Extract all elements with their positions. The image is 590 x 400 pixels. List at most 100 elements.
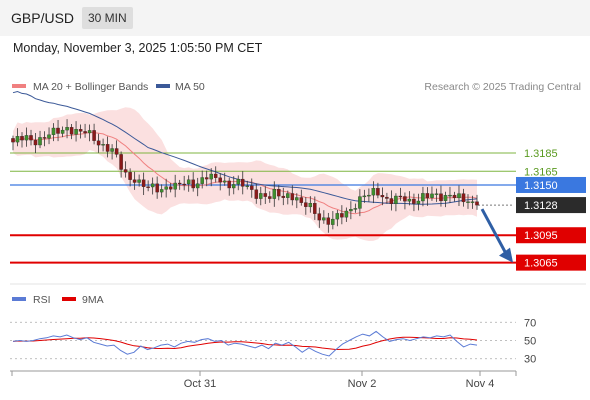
candle — [272, 181, 277, 207]
candle — [331, 211, 335, 230]
candle — [92, 123, 96, 145]
candle — [87, 124, 92, 142]
candle — [200, 170, 204, 189]
candle — [259, 186, 263, 206]
candle — [299, 189, 304, 206]
candle — [38, 130, 42, 149]
level-label-4: 1.3095 — [524, 230, 558, 242]
candle — [29, 129, 33, 146]
candle — [168, 182, 173, 193]
candle — [137, 174, 141, 187]
candle — [358, 189, 362, 217]
candle — [123, 161, 128, 178]
candle — [218, 173, 222, 191]
time-axis: Oct 31 Nov 2 Nov 4 — [11, 371, 517, 390]
candle — [281, 187, 286, 206]
price-levels — [10, 152, 516, 264]
candle — [443, 191, 448, 208]
candle — [42, 131, 47, 147]
rsi-level-label-70: 70 — [524, 317, 536, 329]
candle — [398, 187, 403, 201]
candle — [407, 191, 412, 206]
candle — [213, 166, 218, 183]
candle — [132, 171, 137, 190]
candle — [236, 175, 240, 191]
rsi-level-label-50: 50 — [524, 336, 536, 348]
ma20-legend-label: MA 20 + Bollinger Bands — [33, 81, 148, 93]
candle — [114, 140, 119, 158]
level-tag-3 — [516, 197, 586, 214]
level-label-5: 1.3065 — [524, 258, 558, 270]
candle — [304, 197, 308, 215]
candle — [326, 212, 331, 233]
candle — [83, 123, 87, 138]
level-tag-4 — [516, 227, 586, 244]
candle — [173, 174, 177, 198]
candle — [353, 203, 358, 213]
header-bar: GBP/USD 30 MIN — [0, 0, 590, 36]
candle — [96, 133, 101, 153]
x-tick-label-2: Nov 4 — [466, 378, 495, 390]
level-label-2: 1.3150 — [524, 180, 558, 192]
forecast-arrow — [480, 208, 513, 263]
candle — [222, 172, 227, 186]
candle — [389, 190, 394, 211]
candle — [155, 176, 159, 199]
candle — [439, 185, 443, 207]
candle — [466, 194, 470, 209]
candle — [101, 138, 105, 152]
candle — [74, 121, 78, 142]
credit-text: Research © 2025 Trading Central — [424, 81, 581, 93]
bollinger-bands — [13, 107, 477, 241]
candle — [159, 184, 164, 198]
candle — [20, 132, 24, 148]
forecast-arrow-shaft — [480, 208, 508, 255]
candle — [308, 196, 313, 213]
timeframe-badge[interactable]: 30 MIN — [82, 7, 133, 29]
candle — [240, 171, 245, 195]
candle — [385, 192, 389, 204]
candle — [245, 180, 250, 190]
level-label-1: 1.3165 — [524, 166, 558, 178]
ma20-legend-swatch — [12, 84, 26, 88]
candle — [412, 193, 416, 212]
candle — [78, 124, 83, 139]
candle — [290, 185, 295, 206]
candle — [452, 191, 457, 202]
candle — [268, 191, 272, 203]
candle — [191, 172, 195, 192]
forecast-arrow-head — [499, 247, 513, 263]
candle — [51, 123, 56, 142]
candle — [344, 207, 349, 222]
candle — [47, 127, 51, 145]
candle — [317, 207, 322, 228]
rsi-level-label-30: 30 — [524, 354, 536, 366]
rsi-ma-legend-swatch — [62, 297, 76, 301]
candle — [371, 181, 376, 204]
candle — [421, 186, 425, 207]
candle — [11, 135, 15, 151]
x-tick-label-0: Oct 31 — [184, 378, 216, 390]
candle — [461, 188, 466, 207]
rsi-legend-label: RSI — [33, 294, 51, 306]
candle — [295, 193, 299, 209]
rsi-panel: 70 50 30 — [10, 317, 536, 366]
candle — [128, 168, 132, 187]
ma50-line — [12, 90, 478, 205]
candle — [286, 190, 290, 205]
candle — [434, 188, 439, 202]
rsi-legend-swatch — [12, 297, 26, 301]
ma50-legend-label: MA 50 — [175, 81, 205, 93]
candle — [227, 177, 231, 196]
rsi-line — [12, 330, 478, 357]
candle — [403, 192, 407, 210]
candle — [60, 126, 65, 138]
candle — [69, 123, 74, 140]
candle — [105, 136, 110, 158]
candlesticks — [11, 119, 479, 233]
candle — [457, 185, 461, 207]
candle — [254, 183, 259, 204]
candle — [24, 127, 29, 147]
candle — [110, 144, 114, 160]
candle — [367, 188, 371, 202]
